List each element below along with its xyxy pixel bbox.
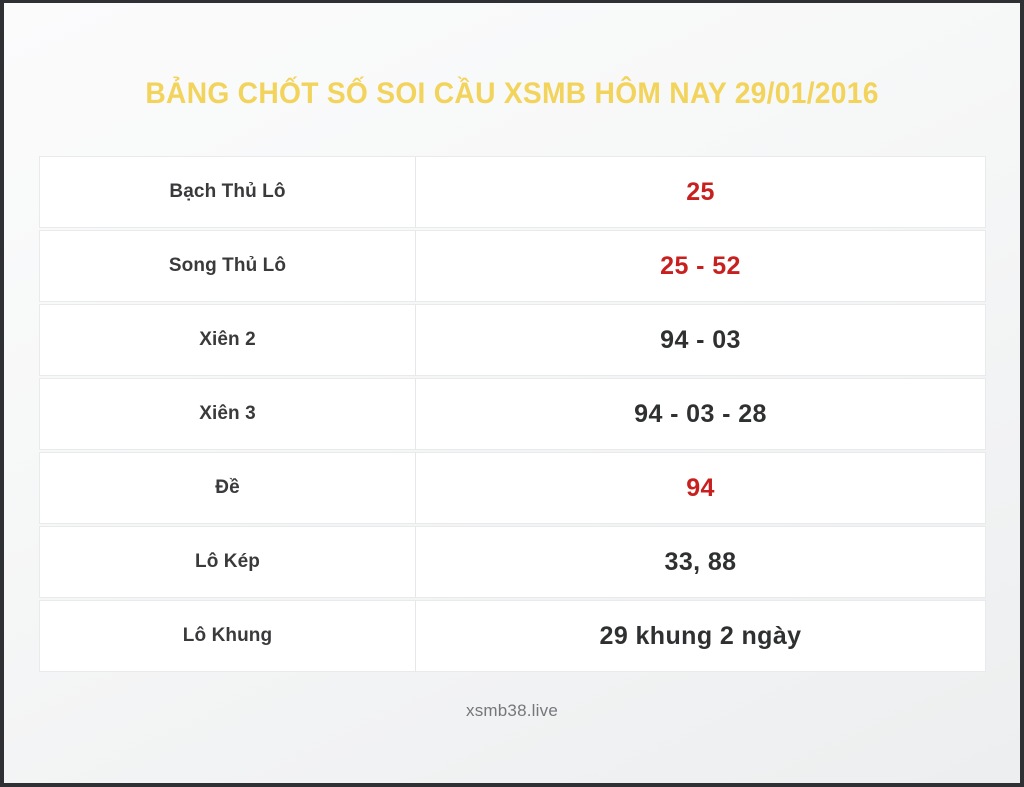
row-label: Xiên 3 xyxy=(39,378,416,450)
row-label: Lô Khung xyxy=(39,600,416,672)
row-value: 25 - 52 xyxy=(416,230,986,302)
row-value: 25 xyxy=(416,156,986,228)
page-title: BẢNG CHỐT SỐ SOI CẦU XSMB HÔM NAY 29/01/… xyxy=(145,77,879,110)
page-canvas: BẢNG CHỐT SỐ SOI CẦU XSMB HÔM NAY 29/01/… xyxy=(4,3,1020,783)
table-row: Bạch Thủ Lô 25 xyxy=(39,156,986,228)
row-label: Bạch Thủ Lô xyxy=(39,156,416,228)
row-value: 94 xyxy=(416,452,986,524)
table-row: Xiên 2 94 - 03 xyxy=(39,304,986,376)
table-row: Xiên 3 94 - 03 - 28 xyxy=(39,378,986,450)
row-label: Song Thủ Lô xyxy=(39,230,416,302)
site-footer: xsmb38.live xyxy=(4,701,1020,721)
predictions-table: Bạch Thủ Lô 25 Song Thủ Lô 25 - 52 Xiên 2 94 … xyxy=(39,154,986,674)
row-value: 29 khung 2 ngày xyxy=(416,600,986,672)
row-label: Lô Kép xyxy=(39,526,416,598)
table-row: Đề 94 xyxy=(39,452,986,524)
table-row: Lô Khung 29 khung 2 ngày xyxy=(39,600,986,672)
row-value: 94 - 03 xyxy=(416,304,986,376)
row-value: 33, 88 xyxy=(416,526,986,598)
row-value: 94 - 03 - 28 xyxy=(416,378,986,450)
title-bar: BẢNG CHỐT SỐ SOI CẦU XSMB HÔM NAY 29/01/… xyxy=(4,79,1020,109)
predictions-table-body: Bạch Thủ Lô 25 Song Thủ Lô 25 - 52 Xiên 2 94 … xyxy=(39,156,986,672)
table-row: Lô Kép 33, 88 xyxy=(39,526,986,598)
row-label: Đề xyxy=(39,452,416,524)
footer-site-label: xsmb38.live xyxy=(466,701,558,720)
table-row: Song Thủ Lô 25 - 52 xyxy=(39,230,986,302)
row-label: Xiên 2 xyxy=(39,304,416,376)
